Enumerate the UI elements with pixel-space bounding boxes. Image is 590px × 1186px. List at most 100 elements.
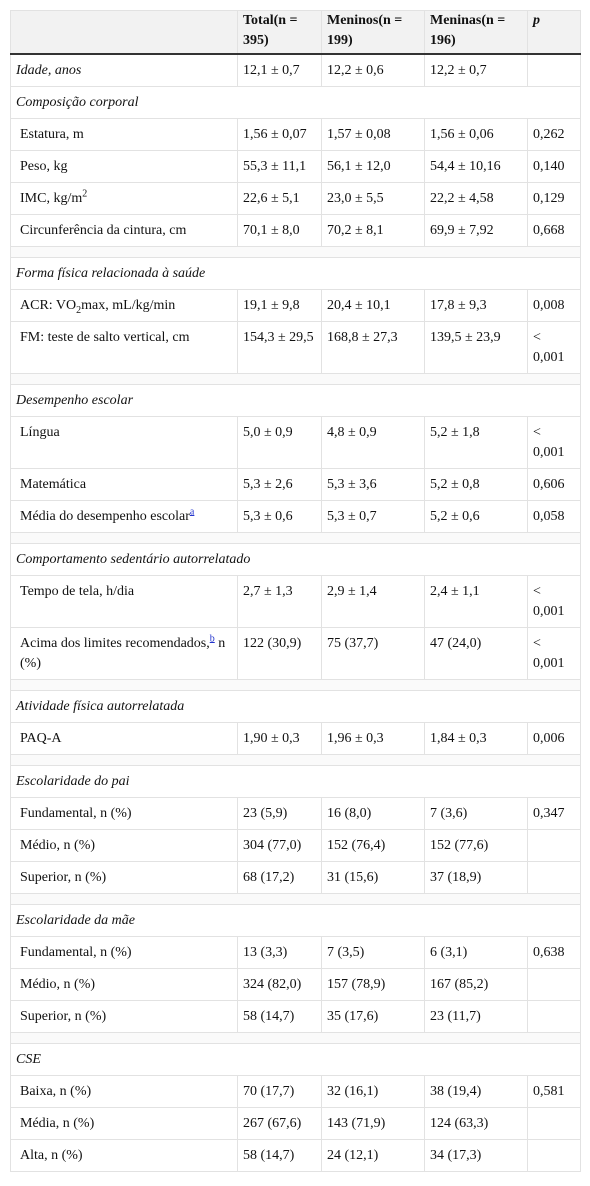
spacer-cell — [10, 246, 581, 258]
section-row: CSE — [10, 1043, 581, 1076]
value-cell: 5,3 ± 0,7 — [321, 500, 425, 533]
row-label: Atividade física autorrelatada — [10, 690, 581, 723]
value-cell: < 0,001 — [527, 575, 581, 628]
value-cell: 13 (3,3) — [237, 936, 322, 969]
value-cell: 70,1 ± 8,0 — [237, 214, 322, 247]
value-cell: < 0,001 — [527, 627, 581, 680]
row-label: Superior, n (%) — [10, 1000, 238, 1033]
header-row: Total(n = 395) Meninos(n = 199) Meninas(… — [10, 10, 581, 55]
value-cell: 5,3 ± 0,6 — [237, 500, 322, 533]
label-text: Média do desempenho escolar — [20, 509, 190, 524]
value-cell: 2,9 ± 1,4 — [321, 575, 425, 628]
row-label: PAQ-A — [10, 722, 238, 755]
value-cell: 304 (77,0) — [237, 829, 322, 862]
data-row: ACR: VO2max, mL/kg/min 19,1 ± 9,8 20,4 ± 1… — [10, 289, 581, 322]
value-cell: 55,3 ± 11,1 — [237, 150, 322, 183]
value-cell: 0,638 — [527, 936, 581, 969]
value-cell: 20,4 ± 10,1 — [321, 289, 425, 322]
section-row: Escolaridade do pai — [10, 765, 581, 798]
value-cell: 54,4 ± 10,16 — [424, 150, 528, 183]
label-text: IMC, kg/m — [20, 191, 83, 206]
value-cell: 37 (18,9) — [424, 861, 528, 894]
footnote-ref: b — [210, 633, 215, 644]
row-label: Médio, n (%) — [10, 968, 238, 1001]
label-text: Tempo de tela, h/dia — [20, 584, 135, 599]
value-cell: 22,2 ± 4,58 — [424, 182, 528, 215]
superscript: 2 — [82, 188, 88, 200]
value-cell: 267 (67,6) — [237, 1107, 322, 1140]
row-label: Estatura, m — [10, 118, 238, 151]
row-label: Escolaridade do pai — [10, 765, 581, 798]
value-cell: 1,57 ± 0,08 — [321, 118, 425, 151]
section-row: Comportamento sedentário autorrelatado — [10, 543, 581, 576]
label-text: max, mL/kg/min — [81, 298, 176, 313]
spacer-row — [10, 532, 581, 544]
row-label: Superior, n (%) — [10, 861, 238, 894]
value-cell: 0,008 — [527, 289, 581, 322]
footnote-link[interactable]: b — [209, 633, 215, 645]
value-cell: 34 (17,3) — [424, 1139, 528, 1172]
data-row: PAQ-A 1,90 ± 0,3 1,96 ± 0,3 1,84 ± 0,3 0,006 — [10, 722, 581, 755]
spacer-row — [10, 246, 581, 258]
value-cell: 0,140 — [527, 150, 581, 183]
label-text: Peso, kg — [20, 159, 68, 174]
label-text: FM: teste de salto vertical, cm — [20, 330, 190, 345]
value-cell: 31 (15,6) — [321, 861, 425, 894]
value-cell: 154,3 ± 29,5 — [237, 321, 322, 374]
value-cell: 23,0 ± 5,5 — [321, 182, 425, 215]
row-label: Comportamento sedentário autorrelatado — [10, 543, 581, 576]
row-label: Acima dos limites recomendados,b n (%) — [10, 627, 238, 680]
label-text: n (%) — [20, 636, 226, 671]
data-row: Acima dos limites recomendados,b n (%) 12… — [10, 627, 581, 680]
data-row: Língua 5,0 ± 0,9 4,8 ± 0,9 5,2 ± 1,8 < 0,001 — [10, 416, 581, 469]
row-label: Peso, kg — [10, 150, 238, 183]
value-cell: 1,56 ± 0,07 — [237, 118, 322, 151]
value-cell: 0,581 — [527, 1075, 581, 1108]
row-label: Circunferência da cintura, cm — [10, 214, 238, 247]
spacer-cell — [10, 893, 581, 905]
label-text: Língua — [20, 425, 60, 440]
label-text: Média, n (%) — [20, 1116, 95, 1131]
value-cell: 167 (85,2) — [424, 968, 528, 1001]
spacer-row — [10, 373, 581, 385]
row-label: CSE — [10, 1043, 581, 1076]
data-row: Alta, n (%) 58 (14,7) 24 (12,1) 34 (17,3) — [10, 1139, 581, 1172]
value-cell: 0,606 — [527, 468, 581, 501]
value-cell: 2,4 ± 1,1 — [424, 575, 528, 628]
value-cell — [527, 968, 581, 1001]
value-cell: 5,2 ± 1,8 — [424, 416, 528, 469]
value-cell: 58 (14,7) — [237, 1139, 322, 1172]
label-text: Circunferência da cintura, cm — [20, 223, 187, 238]
label-text: Superior, n (%) — [20, 1009, 107, 1024]
value-cell: 19,1 ± 9,8 — [237, 289, 322, 322]
row-label: Fundamental, n (%) — [10, 797, 238, 830]
label-text: Estatura, m — [20, 127, 84, 142]
row-label: Composição corporal — [10, 86, 581, 119]
data-row: Média, n (%) 267 (67,6) 143 (71,9) 124 (63,… — [10, 1107, 581, 1140]
value-cell: 2,7 ± 1,3 — [237, 575, 322, 628]
value-cell: 1,96 ± 0,3 — [321, 722, 425, 755]
spacer-row — [10, 893, 581, 905]
section-row: Desempenho escolar — [10, 384, 581, 417]
label-text: Idade, anos — [16, 63, 82, 78]
row-label: Alta, n (%) — [10, 1139, 238, 1172]
value-cell: 5,0 ± 0,9 — [237, 416, 322, 469]
value-cell: 23 (5,9) — [237, 797, 322, 830]
section-row: Escolaridade da mãe — [10, 904, 581, 937]
label-text: ACR: VO — [20, 298, 77, 313]
data-row: Médio, n (%) 324 (82,0) 157 (78,9) 167 (85,… — [10, 968, 581, 1001]
label-text: Acima dos limites recomendados, — [20, 636, 210, 651]
row-label: Fundamental, n (%) — [10, 936, 238, 969]
data-row: Idade, anos 12,1 ± 0,7 12,2 ± 0,6 12,2 ± 0,… — [10, 53, 581, 87]
value-cell: 22,6 ± 5,1 — [237, 182, 322, 215]
label-text: Forma física relacionada à saúde — [16, 266, 206, 281]
data-row: Tempo de tela, h/dia 2,7 ± 1,3 2,9 ± 1,4 2,… — [10, 575, 581, 628]
data-row: FM: teste de salto vertical, cm 154,3 ± 2… — [10, 321, 581, 374]
value-cell: 5,3 ± 3,6 — [321, 468, 425, 501]
value-cell: 152 (77,6) — [424, 829, 528, 862]
value-cell: 0,347 — [527, 797, 581, 830]
label-text: Atividade física autorrelatada — [16, 699, 185, 714]
value-cell: 47 (24,0) — [424, 627, 528, 680]
value-cell: 143 (71,9) — [321, 1107, 425, 1140]
footnote-link[interactable]: a — [189, 506, 195, 518]
